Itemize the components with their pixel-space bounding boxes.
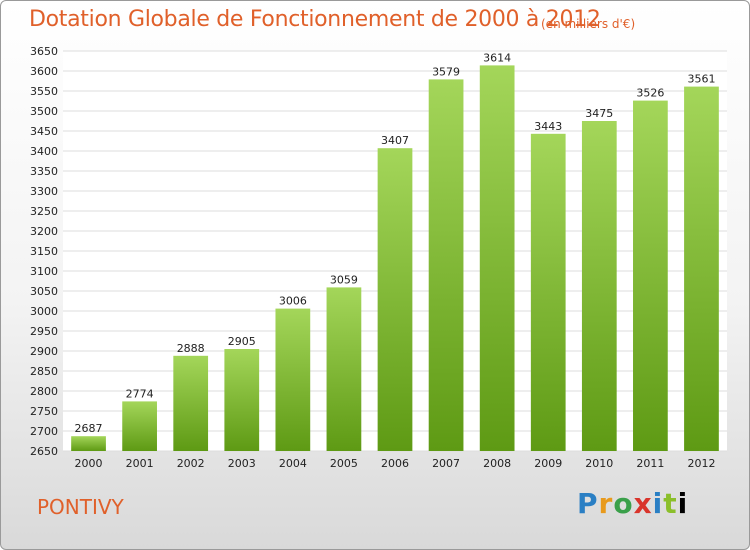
y-tick-label: 2950 — [30, 325, 58, 338]
x-tick-label: 2002 — [177, 457, 205, 470]
town-name: PONTIVY — [37, 495, 124, 519]
y-tick-label: 2800 — [30, 385, 58, 398]
proxiti-logo: Proxiti — [577, 487, 689, 520]
bar-2000 — [71, 436, 106, 451]
bar-value-label: 3006 — [279, 295, 307, 308]
y-tick-label: 2900 — [30, 345, 58, 358]
chart-unit: (en milliers d'€) — [541, 17, 636, 31]
chart-title: Dotation Globale de Fonctionnement de 20… — [29, 7, 601, 32]
bar-value-label: 2687 — [75, 422, 103, 435]
y-tick-label: 3650 — [30, 45, 58, 58]
x-tick-label: 2008 — [483, 457, 511, 470]
bar-value-label: 3614 — [483, 51, 511, 64]
y-tick-label: 3600 — [30, 65, 58, 78]
x-tick-label: 2004 — [279, 457, 307, 470]
bar-value-label: 2905 — [228, 335, 256, 348]
y-tick-label: 3000 — [30, 305, 58, 318]
bar-value-label: 3561 — [687, 73, 715, 86]
bar-2009 — [530, 133, 566, 452]
bar-2006 — [377, 148, 413, 451]
y-tick-label: 3300 — [30, 185, 58, 198]
y-tick-label: 3250 — [30, 205, 58, 218]
y-tick-label: 3050 — [30, 285, 58, 298]
y-tick-label: 3150 — [30, 245, 58, 258]
x-axis: 2000 2001 2002 2003 2004 2005 2006 2007 2008 2009… — [75, 457, 716, 470]
x-tick-label: 2000 — [75, 457, 103, 470]
bar-2008 — [479, 65, 515, 452]
bar-value-label: 3443 — [534, 120, 562, 133]
bars: 2687 2774 2888 2905 3006 3059 3407 3579 3614 3443… — [71, 51, 719, 452]
x-tick-label: 2005 — [330, 457, 358, 470]
bar-2005 — [326, 287, 362, 451]
y-tick-label: 3450 — [30, 125, 58, 138]
x-tick-label: 2010 — [585, 457, 613, 470]
x-tick-label: 2003 — [228, 457, 256, 470]
bar-2003 — [224, 349, 260, 451]
bar-value-label: 3475 — [585, 107, 613, 120]
x-tick-label: 2011 — [636, 457, 664, 470]
bar-value-label: 3059 — [330, 273, 358, 286]
y-tick-label: 3100 — [30, 265, 58, 278]
bar-value-label: 2774 — [126, 387, 154, 400]
y-tick-label: 3350 — [30, 165, 58, 178]
bar-2012 — [684, 86, 719, 451]
y-tick-label: 3500 — [30, 105, 58, 118]
bar-value-label: 3579 — [432, 65, 460, 78]
x-tick-label: 2007 — [432, 457, 460, 470]
y-tick-label: 2850 — [30, 365, 58, 378]
y-tick-label: 2750 — [30, 405, 58, 418]
x-tick-label: 2009 — [534, 457, 562, 470]
y-tick-label: 2650 — [30, 445, 58, 458]
y-axis: 2650 2700 2750 2800 2850 2900 2950 3000 3050 3100… — [30, 45, 58, 458]
x-tick-label: 2012 — [687, 457, 715, 470]
y-tick-label: 2700 — [30, 425, 58, 438]
y-tick-label: 3200 — [30, 225, 58, 238]
bar-2007 — [428, 79, 464, 452]
bar-value-label: 2888 — [177, 342, 205, 355]
x-tick-label: 2006 — [381, 457, 409, 470]
bar-2011 — [633, 100, 668, 451]
bar-value-label: 3526 — [636, 87, 664, 100]
bar-2001 — [122, 401, 157, 451]
y-tick-label: 3550 — [30, 85, 58, 98]
bar-2004 — [275, 308, 311, 451]
y-tick-label: 3400 — [30, 145, 58, 158]
bar-value-label: 3407 — [381, 134, 409, 147]
x-tick-label: 2001 — [126, 457, 154, 470]
bar-2002 — [173, 355, 209, 451]
bar-2010 — [581, 121, 617, 451]
